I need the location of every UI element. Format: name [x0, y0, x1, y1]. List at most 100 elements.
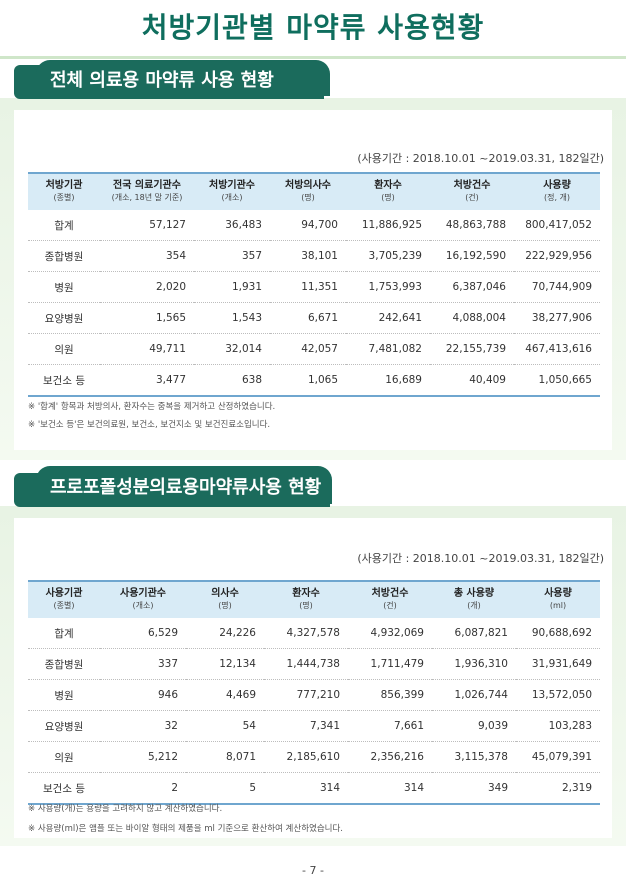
table-row: 의원 49,711 32,014 42,057 7,481,082 22,155… [28, 333, 600, 365]
table-cell: 1,444,738 [264, 648, 348, 680]
table-cell: 1,026,744 [432, 679, 516, 711]
table-cell: 6,529 [100, 618, 186, 649]
row-label: 병원 [28, 679, 100, 711]
table-cell: 94,700 [270, 210, 346, 241]
table-cell: 314 [264, 772, 348, 805]
column-header: 전국 의료기관수 (개소, 18년 말 기준) [100, 172, 194, 210]
section2-period: (사용기간 : 2018.10.01 ~2019.03.31, 182일간) [357, 552, 604, 565]
table-cell: 4,088,004 [430, 302, 514, 334]
table-cell: 42,057 [270, 333, 346, 365]
table-cell: 103,283 [516, 710, 600, 742]
section2-banner [36, 466, 332, 504]
table-cell: 16,689 [346, 364, 430, 397]
column-header: 사용량 (ml) [516, 580, 600, 618]
table-cell: 1,753,993 [346, 271, 430, 303]
table-cell: 2,185,610 [264, 741, 348, 773]
table-cell: 16,192,590 [430, 240, 514, 272]
table-cell: 222,929,956 [514, 240, 600, 272]
table-row: 합계 6,529 24,226 4,327,578 4,932,069 6,08… [28, 618, 600, 649]
table-cell: 36,483 [194, 210, 270, 241]
table-cell: 49,711 [100, 333, 194, 365]
table-cell: 4,469 [186, 679, 264, 711]
table-cell: 12,134 [186, 648, 264, 680]
table-cell: 3,115,378 [432, 741, 516, 773]
table-cell: 1,936,310 [432, 648, 516, 680]
table-cell: 1,565 [100, 302, 194, 334]
table-cell: 8,071 [186, 741, 264, 773]
table-cell: 3,705,239 [346, 240, 430, 272]
column-header: 사용량 (정, 개) [514, 172, 600, 210]
table-cell: 7,661 [348, 710, 432, 742]
table-cell: 24,226 [186, 618, 264, 649]
section1-note: ※ '합계' 항목과 처방의사, 환자수는 중복을 제거하고 산정하였습니다. [28, 402, 276, 412]
table-cell: 45,079,391 [516, 741, 600, 773]
table-row: 종합병원 337 12,134 1,444,738 1,711,479 1,93… [28, 648, 600, 680]
row-label: 의원 [28, 333, 100, 365]
table-cell: 1,050,665 [514, 364, 600, 397]
table-cell: 90,688,692 [516, 618, 600, 649]
row-label: 합계 [28, 618, 100, 649]
title-underline [0, 56, 626, 59]
table-cell: 349 [432, 772, 516, 805]
column-header: 의사수 (명) [186, 580, 264, 618]
table-row: 병원 946 4,469 777,210 856,399 1,026,744 1… [28, 679, 600, 711]
section1-heading: 전체 의료용 마약류 사용 현황 [50, 70, 274, 91]
column-header: 사용기관 (종별) [28, 580, 100, 618]
table-row: 보건소 등 2 5 314 314 349 2,319 [28, 772, 600, 805]
section1-period: (사용기간 : 2018.10.01 ~2019.03.31, 182일간) [357, 152, 604, 165]
table-cell: 856,399 [348, 679, 432, 711]
table-cell: 6,387,046 [430, 271, 514, 303]
table-cell: 6,087,821 [432, 618, 516, 649]
table-header-row: 처방기관 (종별) 전국 의료기관수 (개소, 18년 말 기준) 처방기관수 (개소… [28, 172, 600, 210]
table-cell: 11,886,925 [346, 210, 430, 241]
row-label: 요양병원 [28, 710, 100, 742]
table-cell: 3,477 [100, 364, 194, 397]
table-cell: 7,341 [264, 710, 348, 742]
row-label: 보건소 등 [28, 364, 100, 397]
table-cell: 7,481,082 [346, 333, 430, 365]
table-cell: 314 [348, 772, 432, 805]
row-label: 종합병원 [28, 240, 100, 272]
table-cell: 32,014 [194, 333, 270, 365]
table-cell: 40,409 [430, 364, 514, 397]
row-label: 의원 [28, 741, 100, 773]
table-cell: 337 [100, 648, 186, 680]
table-cell: 38,277,906 [514, 302, 600, 334]
table-cell: 11,351 [270, 271, 346, 303]
section1-note: ※ '보건소 등'은 보건의료원, 보건소, 보건지소 및 보건진료소입니다. [28, 420, 271, 430]
section2-table: 사용기관 (종별) 사용기관수 (개소) 의사수 (명) 환자수 (명) 처방건수 (건)… [28, 580, 600, 805]
table-row: 요양병원 32 54 7,341 7,661 9,039 103,283 [28, 710, 600, 742]
section1-table: 처방기관 (종별) 전국 의료기관수 (개소, 18년 말 기준) 처방기관수 (개소… [28, 172, 600, 397]
row-label: 보건소 등 [28, 772, 100, 805]
table-cell: 2,020 [100, 271, 194, 303]
table-cell: 1,543 [194, 302, 270, 334]
table-cell: 1,711,479 [348, 648, 432, 680]
table-cell: 357 [194, 240, 270, 272]
table-cell: 9,039 [432, 710, 516, 742]
column-header: 총 사용량 (개) [432, 580, 516, 618]
column-header: 사용기관수 (개소) [100, 580, 186, 618]
page-number: - 7 - [302, 864, 324, 877]
table-cell: 38,101 [270, 240, 346, 272]
section2-note: ※ 사용량(개)는 용량을 고려하지 않고 계산하였습니다. [28, 804, 223, 814]
table-cell: 5,212 [100, 741, 186, 773]
column-header: 환자수 (명) [346, 172, 430, 210]
table-row: 보건소 등 3,477 638 1,065 16,689 40,409 1,05… [28, 364, 600, 397]
table-cell: 1,931 [194, 271, 270, 303]
table-cell: 57,127 [100, 210, 194, 241]
column-header: 처방의사수 (명) [270, 172, 346, 210]
table-cell: 800,417,052 [514, 210, 600, 241]
column-header: 처방건수 (건) [348, 580, 432, 618]
column-header: 처방기관 (종별) [28, 172, 100, 210]
column-header: 처방건수 (건) [430, 172, 514, 210]
column-header: 처방기관수 (개소) [194, 172, 270, 210]
table-cell: 4,327,578 [264, 618, 348, 649]
table-cell: 1,065 [270, 364, 346, 397]
row-label: 병원 [28, 271, 100, 303]
row-label: 합계 [28, 210, 100, 241]
row-label: 종합병원 [28, 648, 100, 680]
table-cell: 638 [194, 364, 270, 397]
table-cell: 2,319 [516, 772, 600, 805]
table-row: 병원 2,020 1,931 11,351 1,753,993 6,387,04… [28, 271, 600, 303]
table-cell: 2,356,216 [348, 741, 432, 773]
